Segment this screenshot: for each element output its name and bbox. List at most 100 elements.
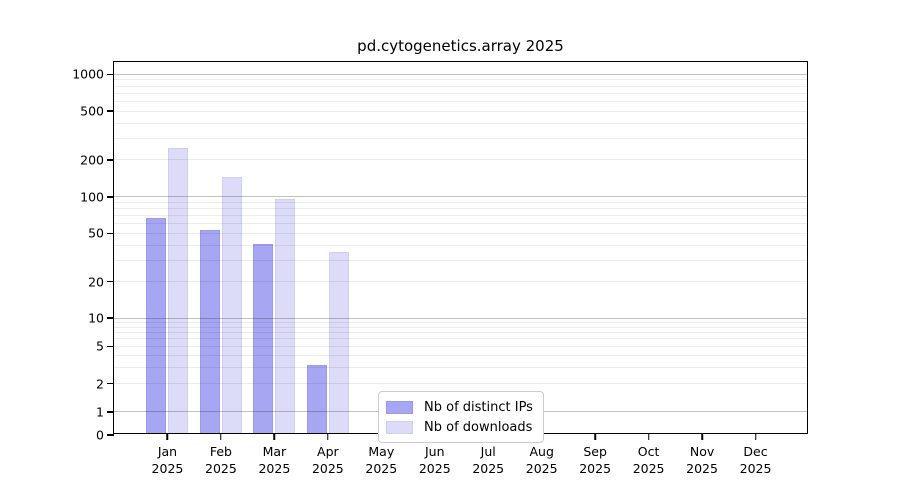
month-label: Sep [583,444,607,459]
year-label: 2025 [365,461,398,476]
bar-downloads [328,251,349,433]
y-tick-label: 1 [96,404,104,420]
year-label: 2025 [472,461,505,476]
y-tick-label: 200 [80,152,104,168]
legend-label-downloads: Nb of downloads [424,419,533,435]
minor-gridline [114,110,807,112]
minor-gridline [114,122,807,124]
y-tick-mark [107,317,114,319]
minor-gridline [114,101,807,102]
x-tick-label: Sep 2025 [560,443,630,477]
month-label: Feb [209,444,232,459]
x-tick-label: Jan 2025 [132,443,202,477]
y-tick-label: 2 [96,376,104,392]
y-tick-label: 10 [88,310,104,326]
minor-gridline [114,208,807,210]
y-tick-mark [107,411,114,413]
y-tick-label: 500 [80,103,104,119]
minor-gridline [114,259,807,261]
x-tick-mark [647,433,650,440]
y-tick-mark [107,232,114,235]
bar-distinct-ips [146,217,167,433]
x-tick-label: Mar 2025 [239,443,309,477]
x-tick-label: May 2025 [346,443,416,477]
x-tick-mark [594,433,596,440]
month-label: Jun [425,444,445,459]
minor-gridline [114,326,807,328]
y-tick-mark [107,73,114,76]
bar-distinct-ips [306,365,327,433]
minor-gridline [114,332,807,334]
month-label: Jan [157,444,178,459]
month-label: Nov [689,444,715,459]
year-label: 2025 [151,461,184,476]
x-tick-label: Dec 2025 [721,443,791,477]
y-tick-label: 1000 [72,66,104,82]
year-label: 2025 [418,461,451,476]
x-tick-label: Jun 2025 [400,443,470,477]
bar-distinct-ips [253,244,274,433]
bar-downloads [275,199,296,433]
x-tick-label: Jul 2025 [453,443,523,477]
x-tick-label: Apr 2025 [293,443,363,477]
x-tick-label: Aug 2025 [507,443,577,477]
month-label: Jul [480,444,496,459]
year-label: 2025 [632,461,665,476]
minor-gridline [114,338,807,340]
bar-downloads [221,176,242,433]
minor-gridline [114,85,807,87]
y-tick-mark [107,280,114,283]
month-label: Apr [317,444,339,459]
y-tick-label: 100 [80,189,104,205]
major-gridline [114,317,807,319]
chart-title: pd.cytogenetics.array 2025 [357,37,564,55]
minor-gridline [114,79,807,81]
x-tick-label: Feb 2025 [186,443,256,477]
minor-gridline [114,281,807,283]
y-tick-mark [107,196,114,198]
minor-gridline [114,366,807,368]
year-label: 2025 [739,461,772,476]
y-tick-label: 20 [88,274,104,290]
y-tick-mark [107,110,114,112]
x-tick-mark [166,433,169,440]
y-tick-label: 5 [96,338,104,354]
year-label: 2025 [686,461,718,476]
month-label: May [368,444,395,459]
minor-gridline [114,244,807,246]
minor-gridline [114,92,807,94]
y-tick-mark [107,159,114,161]
plot-area: 0 1 2 5 10 20 50 100 200 500 1000 Jan 2025 Feb 2025 Ma… [72,61,808,476]
x-tick-mark [327,433,329,440]
legend-item-distinct-ips: Nb of distinct IPs [386,399,535,415]
minor-gridline [114,159,807,161]
month-label: Oct [637,444,660,459]
minor-gridline [114,354,807,356]
minor-gridline [114,321,807,323]
year-label: 2025 [258,461,291,476]
year-label: 2025 [579,461,612,476]
minor-gridline [114,232,807,234]
legend-label-distinct-ips: Nb of distinct IPs [424,399,533,415]
x-tick-label: Nov 2025 [667,443,737,477]
year-label: 2025 [525,461,558,476]
minor-gridline [114,223,807,225]
minor-gridline [114,137,807,139]
month-label: Aug [529,444,554,459]
minor-gridline [114,345,807,347]
minor-gridline [114,201,807,203]
x-tick-mark [220,433,222,440]
year-label: 2025 [311,461,344,476]
major-gridline [114,196,807,198]
legend: Nb of distinct IPs Nb of downloads [378,391,544,443]
y-tick-mark [107,434,114,436]
y-tick-mark [107,382,114,385]
minor-gridline [114,383,807,385]
y-tick-mark [107,345,114,348]
x-tick-mark [701,433,703,440]
y-tick-label: 0 [96,427,104,443]
downloads-swatch-icon [386,420,413,434]
legend-item-downloads: Nb of downloads [386,419,535,435]
bar-downloads [168,148,189,433]
